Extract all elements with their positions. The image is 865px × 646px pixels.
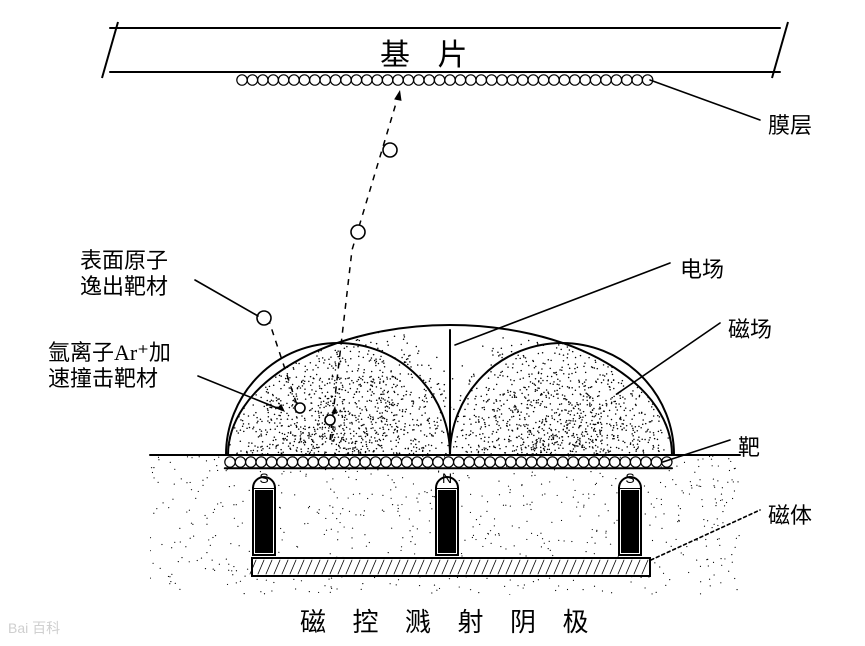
cathode-bottom-label: 磁 控 溅 射 阴 极 [300, 602, 599, 639]
svg-text:S: S [625, 470, 634, 486]
magnetic-field-label: 磁场 [728, 312, 772, 344]
svg-text:S: S [259, 470, 268, 486]
watermark: Bai 百科 [8, 618, 60, 638]
electric-field-label: 电场 [680, 252, 724, 284]
film-layer-label: 膜层 [768, 108, 812, 140]
substrate-label: 基 片 [380, 30, 478, 74]
escape-atoms-text: 表面原子 逸出靶材 [80, 248, 168, 299]
magnet-body-label: 磁体 [768, 498, 812, 530]
escape-atoms-label: 表面原子 逸出靶材 [80, 248, 168, 301]
target-label: 靶 [738, 430, 760, 462]
svg-text:N: N [442, 470, 452, 486]
ar-ion-label: 氩离子Ar⁺加 速撞击靶材 [48, 340, 171, 393]
ar-ion-text: 氩离子Ar⁺加 速撞击靶材 [48, 340, 171, 391]
